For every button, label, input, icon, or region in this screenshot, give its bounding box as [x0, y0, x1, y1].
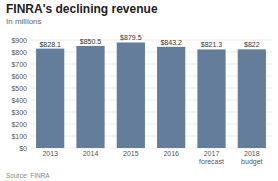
bar [117, 42, 145, 148]
x-tick-label: 2013 [42, 150, 58, 157]
data-label: $821.3 [201, 41, 223, 48]
grid-line [30, 64, 272, 65]
data-label: $850.5 [80, 38, 102, 45]
data-labels: $828.1 $850.5 $879.5 $843.2 $821.3 $822 [39, 34, 259, 48]
data-label: $822 [244, 41, 260, 48]
y-axis: $0 $100 $200 $300 $400 $500 $600 $700 $800 $900 [11, 37, 272, 152]
grid-line [30, 76, 272, 77]
y-tick-label: $600 [11, 73, 27, 80]
grid-line [30, 136, 272, 137]
grid-line [30, 40, 272, 41]
y-tick-label: $200 [11, 121, 27, 128]
x-tick-label: 2014 [83, 150, 99, 157]
x-tick-label: 2018budget [241, 150, 262, 166]
grid-line [30, 112, 272, 113]
y-tick-label: $400 [11, 97, 27, 104]
bar [238, 49, 266, 148]
grid-line [30, 148, 272, 149]
chart: FINRA's declining revenueIn millions Sour… [0, 0, 278, 181]
x-tick-label: 2015 [123, 150, 139, 157]
subtitle: In millions [6, 17, 42, 26]
source: Source: FINRA [6, 172, 50, 179]
y-tick-label: $900 [11, 37, 27, 44]
bar [157, 47, 185, 148]
bar [197, 49, 225, 148]
y-tick-label: $800 [11, 49, 27, 56]
bar [36, 49, 64, 148]
bar [76, 46, 104, 148]
y-tick-label: $100 [11, 133, 27, 140]
title: FINRA's declining revenue [6, 2, 158, 16]
x-axis: 2013 2014 2015 2016 2017forecast 2018budget [42, 150, 262, 166]
grid-line [30, 100, 272, 101]
x-tick-label: 2016 [163, 150, 179, 157]
x-tick-label: 2017forecast [199, 150, 224, 165]
y-tick-label: $0 [19, 145, 27, 152]
data-label: $879.5 [120, 34, 142, 41]
grid-line [30, 124, 272, 125]
y-tick-label: $300 [11, 109, 27, 116]
grid-line [30, 52, 272, 53]
bars [36, 42, 266, 148]
y-tick-label: $500 [11, 85, 27, 92]
data-label: $828.1 [39, 41, 61, 48]
chart-container: FINRA's declining revenueIn millions Sour… [0, 0, 278, 181]
data-label: $843.2 [160, 39, 182, 46]
grid-line [30, 88, 272, 89]
y-tick-label: $700 [11, 61, 27, 68]
